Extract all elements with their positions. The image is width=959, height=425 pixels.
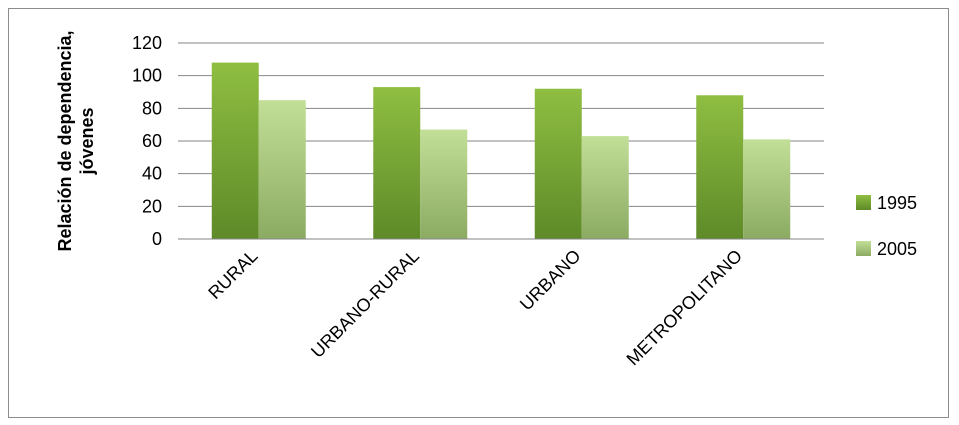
y-axis-label: Relación de dependencia, jóvenes	[55, 30, 97, 251]
y-tick-label: 60	[142, 131, 162, 151]
bar-2005-rural	[258, 100, 306, 240]
y-axis-label-line: jóvenes	[77, 107, 97, 175]
bars	[211, 62, 791, 240]
x-tick-label: URBANO	[516, 246, 585, 315]
legend-label: 2005	[877, 239, 917, 259]
bar-1995-urbano-rural	[373, 87, 421, 239]
y-tick-label: 0	[152, 229, 162, 249]
y-tick-label: 120	[132, 33, 162, 53]
x-tick-label: RURAL	[204, 246, 261, 303]
y-tick-label: 80	[142, 98, 162, 118]
bar-2005-urbano	[581, 136, 629, 239]
y-tick-labels: 0 20 40 60 80 100 120	[132, 33, 162, 249]
bar-1995-rural	[211, 62, 259, 239]
legend-swatch-2005	[856, 241, 871, 256]
legend: 1995 2005	[856, 193, 917, 259]
bar-1995-urbano	[534, 88, 582, 239]
x-tick-label: URBANO-RURAL	[307, 246, 423, 362]
y-tick-label: 40	[142, 164, 162, 184]
bar-chart: 0 20 40 60 80 100 120 RURAL URBANO-RURAL URBANO M…	[55, 30, 917, 370]
legend-swatch-1995	[856, 195, 871, 210]
y-axis-label-line: Relación de dependencia,	[55, 30, 75, 251]
x-tick-label: METROPOLITANO	[623, 246, 747, 370]
y-tick-label: 20	[142, 196, 162, 216]
bar-1995-metropolitano	[696, 95, 744, 240]
x-tick-labels: RURAL URBANO-RURAL URBANO METROPOLITANO	[204, 246, 746, 370]
y-tick-label: 100	[132, 66, 162, 86]
bar-2005-urbano-rural	[420, 129, 468, 239]
legend-label: 1995	[877, 193, 917, 213]
chart-frame: 0 20 40 60 80 100 120 RURAL URBANO-RURAL URBANO M…	[8, 8, 949, 418]
bar-2005-metropolitano	[743, 139, 791, 239]
